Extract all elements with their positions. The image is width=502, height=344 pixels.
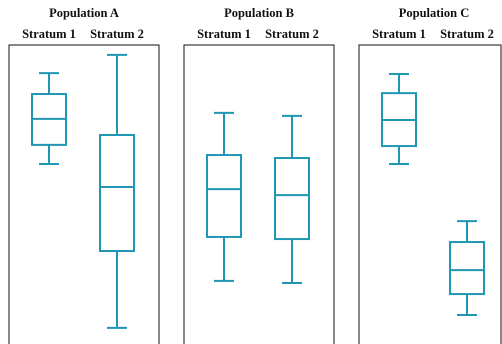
- box: [449, 241, 485, 296]
- box: [274, 157, 310, 241]
- category-label: Stratum 1: [22, 27, 76, 41]
- box: [99, 133, 135, 253]
- panel-frame: [358, 44, 502, 344]
- category-label: Stratum 2: [90, 27, 144, 41]
- category-label: Stratum 1: [197, 27, 251, 41]
- category-label: Stratum 2: [440, 27, 494, 41]
- category-label: Stratum 2: [265, 27, 319, 41]
- box: [206, 154, 242, 238]
- panel-title: Population B: [224, 6, 294, 20]
- panel-title: Population A: [49, 6, 119, 20]
- panel-title: Population C: [399, 6, 470, 20]
- panel-frame: [8, 44, 160, 344]
- panel-frame: [183, 44, 335, 344]
- category-label: Stratum 1: [372, 27, 426, 41]
